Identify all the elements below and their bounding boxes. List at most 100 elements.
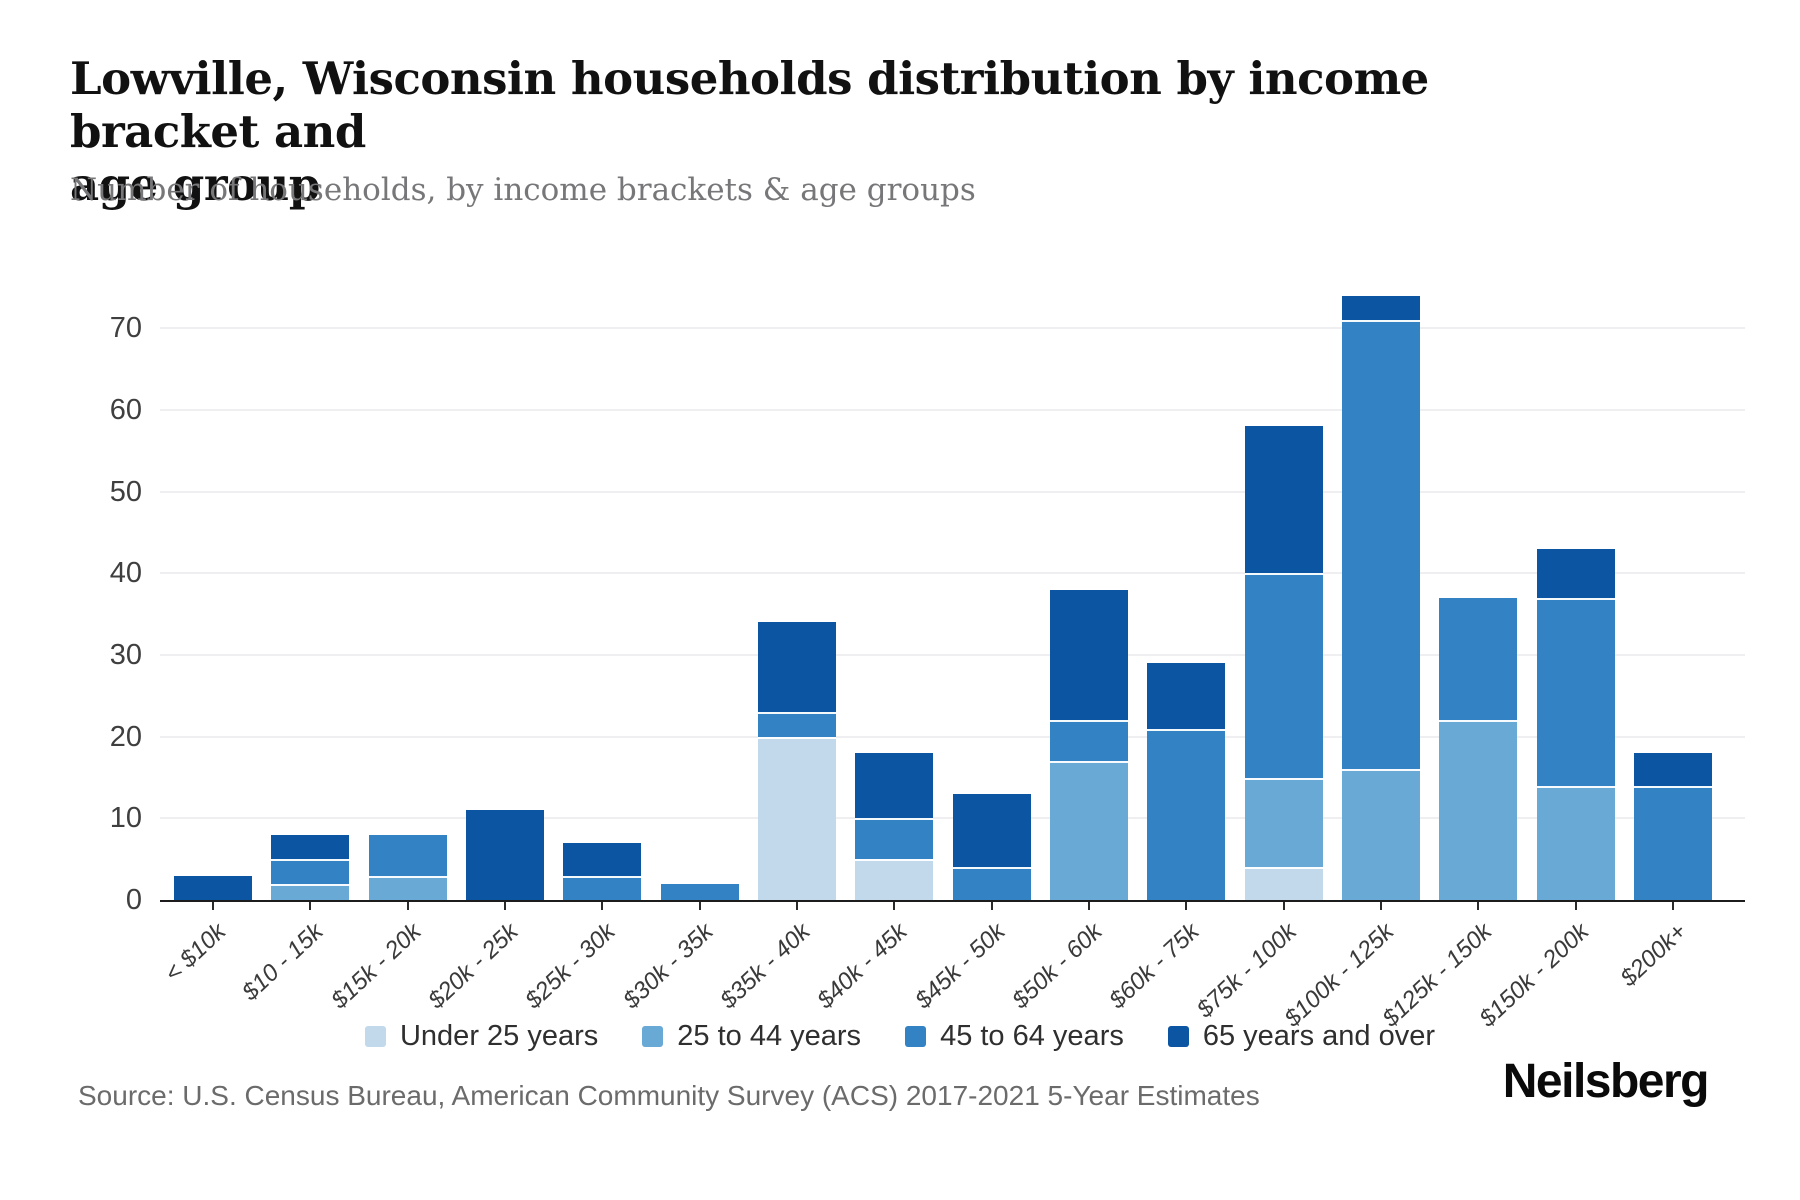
x-axis-tick <box>212 902 214 910</box>
x-axis-tick-label: $60k - 75k <box>1104 918 1205 1015</box>
bar <box>174 875 252 900</box>
x-axis-tick-label: $25k - 30k <box>520 918 621 1015</box>
bar <box>1147 663 1226 900</box>
legend-label: 25 to 44 years <box>677 1019 862 1052</box>
bar-segment <box>1439 597 1518 721</box>
legend-label: 45 to 64 years <box>940 1019 1124 1052</box>
bar-segment <box>757 622 836 713</box>
legend-item: 25 to 44 years <box>642 1020 861 1053</box>
bar-segment <box>1341 295 1420 321</box>
y-axis-tick-label: 30 <box>109 639 142 672</box>
x-axis-tick-label: $50k - 60k <box>1007 918 1108 1015</box>
x-axis-tick <box>1088 902 1090 910</box>
y-axis-tick-label: 70 <box>109 312 142 345</box>
bar-segment <box>1244 426 1323 574</box>
bar <box>660 883 739 900</box>
bar-segment <box>368 875 447 900</box>
bar-segment <box>1049 720 1128 762</box>
bar-segment <box>563 875 642 900</box>
bar <box>1633 753 1712 900</box>
gridline <box>160 327 1745 330</box>
bar <box>1341 295 1420 900</box>
bar <box>757 622 836 900</box>
bar-segment <box>757 736 836 900</box>
bar-segment <box>1536 785 1615 900</box>
x-axis-tick-label: $35k - 40k <box>715 918 816 1015</box>
bar <box>952 793 1031 900</box>
y-axis-tick-label: 0 <box>125 884 142 916</box>
y-axis-tick-label: 40 <box>109 557 142 590</box>
neilsberg-logo: Neilsberg <box>1502 1055 1710 1108</box>
x-axis-tick <box>990 902 993 910</box>
bar-segment <box>271 859 350 884</box>
page-title-line2: age group <box>70 158 320 211</box>
bar-segment <box>368 834 447 876</box>
legend-swatch <box>642 1025 664 1047</box>
bar-segment <box>465 810 544 900</box>
bar <box>1049 589 1128 900</box>
bar <box>1536 548 1615 900</box>
bar-segment <box>952 793 1031 868</box>
bars-container <box>160 270 1745 900</box>
gridline <box>160 490 1745 493</box>
bar-segment <box>1536 597 1615 786</box>
bar-segment <box>174 875 252 900</box>
gridline <box>160 654 1745 657</box>
bar <box>465 810 544 900</box>
x-axis-tick-label: $200k+ <box>1614 918 1692 992</box>
legend-item: 45 to 64 years <box>905 1020 1124 1053</box>
x-axis: < $10k $10 - 15k $15k - 20k $20k - 25k $25k … <box>160 902 1745 1032</box>
x-axis-tick-label: $10 - 15k <box>237 918 329 1006</box>
legend-item: Under 25 years <box>364 1019 599 1053</box>
bar <box>1439 597 1518 900</box>
y-axis-tick-label: 50 <box>109 475 142 508</box>
bar-segment <box>1633 785 1712 900</box>
gridline <box>160 817 1745 820</box>
bar <box>855 753 934 900</box>
x-axis-tick <box>1380 902 1382 910</box>
bar-segment <box>1244 867 1323 900</box>
bar-segment <box>1536 548 1615 598</box>
legend-swatch <box>364 1025 386 1047</box>
x-axis-tick-label: $15k - 20k <box>325 918 427 1015</box>
bar-segment <box>1147 663 1226 729</box>
page-subtitle: Number of households, by income brackets… <box>70 172 976 208</box>
bar-segment <box>855 818 934 860</box>
page-title: Lowville, Wisconsin households distribut… <box>70 52 1570 211</box>
x-axis-tick-label: $40k - 45k <box>812 918 913 1015</box>
plot-area <box>160 270 1745 902</box>
legend-label: 65 years and over <box>1202 1019 1436 1052</box>
legend-swatch <box>1167 1025 1189 1047</box>
bar-segment <box>1439 720 1518 900</box>
legend-label: Under 25 years <box>399 1019 599 1052</box>
bar-segment <box>1244 573 1323 778</box>
x-axis-tick-label: $20k - 25k <box>423 918 524 1015</box>
x-axis-tick <box>698 902 701 910</box>
bar-segment <box>271 883 350 900</box>
x-axis-tick-label: $45k - 50k <box>909 918 1011 1015</box>
y-axis-tick-label: 20 <box>109 720 142 753</box>
x-axis-tick <box>1282 902 1285 910</box>
bar-segment <box>660 883 739 900</box>
y-axis-tick-label: 60 <box>109 394 142 427</box>
bar-segment <box>1341 320 1420 770</box>
bar-segment <box>855 753 934 819</box>
x-axis-tick <box>406 902 409 910</box>
x-axis-tick <box>1672 902 1674 910</box>
x-axis-tick <box>1574 902 1577 910</box>
bar <box>563 842 642 900</box>
source-note: Source: U.S. Census Bureau, American Com… <box>78 1080 1260 1111</box>
bar-segment <box>1633 753 1712 786</box>
bar-segment <box>1341 769 1420 900</box>
bar-segment <box>1147 728 1226 900</box>
x-axis-tick <box>1477 902 1480 910</box>
legend-swatch <box>905 1025 927 1047</box>
gridline <box>160 735 1745 738</box>
bar-segment <box>757 712 836 737</box>
x-axis-tick <box>504 902 506 910</box>
gridline <box>160 572 1745 575</box>
bar <box>1244 426 1323 900</box>
x-axis-tick-label: $30k - 35k <box>617 918 719 1015</box>
bar <box>368 834 447 900</box>
